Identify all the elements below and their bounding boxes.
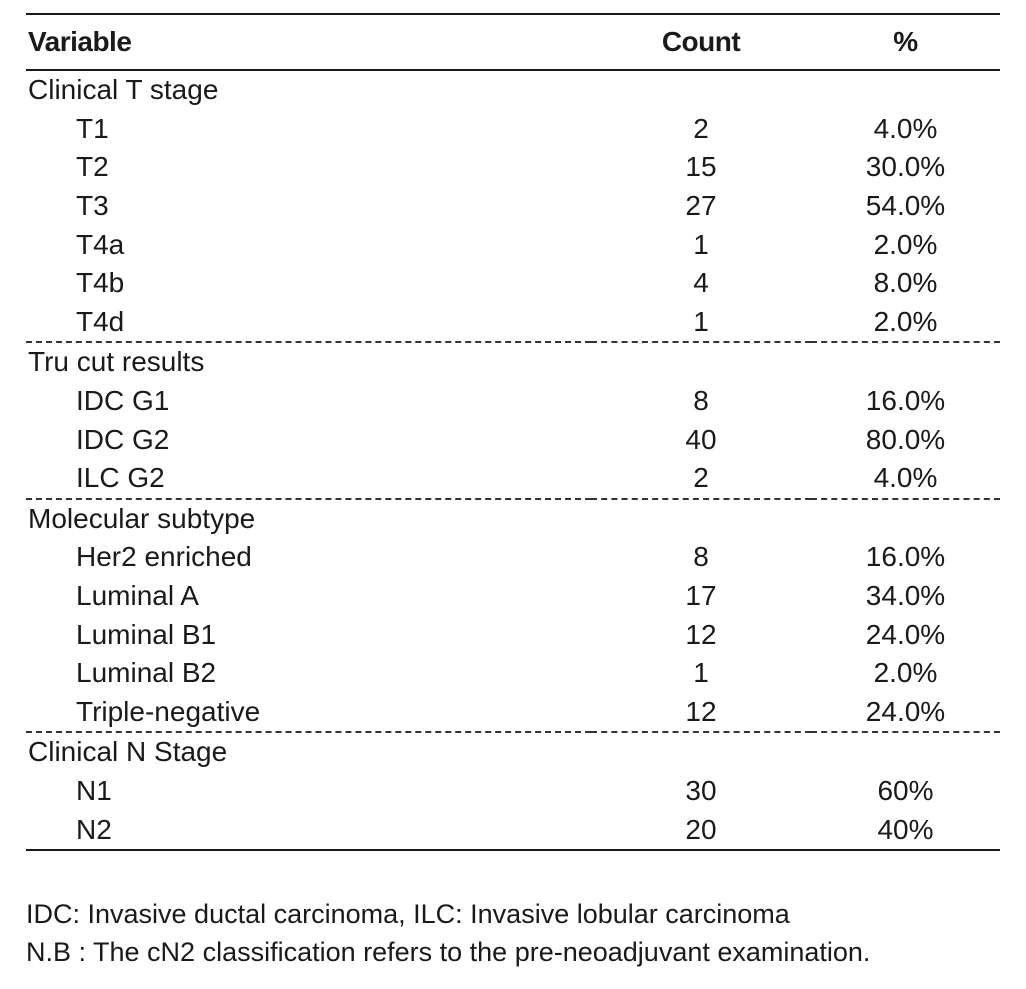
table-row: T2 15 30.0% [26,148,1000,187]
table-row: T4d 1 2.0% [26,302,1000,344]
row-percent: 4.0% [811,458,1000,500]
row-count: 1 [693,228,709,260]
header-percent: % [811,13,1000,71]
row-count: 4 [693,267,709,299]
data-table: Variable Count % Clinical T stage T1 2 4… [26,13,1000,851]
row-count: 1 [591,302,811,344]
table-row: T4b 4 8.0% [26,264,1000,303]
group-header-row: Tru cut results [26,342,1000,382]
table-row: N2 20 40% [26,810,1000,851]
table-row: T1 2 4.0% [26,110,1000,149]
group-title: Molecular subtype [28,502,256,534]
table-row: Her2 enriched 8 16.0% [26,538,1000,577]
row-count: 2 [591,458,811,500]
row-label: N2 [26,810,591,851]
table-row: Luminal B2 1 2.0% [26,654,1000,693]
row-percent: 24.0% [811,692,1000,734]
row-percent: 40% [811,810,1000,851]
row-percent: 8.0% [873,267,938,299]
row-label: Luminal B2 [76,657,217,689]
row-count: 15 [685,151,717,183]
row-count: 12 [685,618,717,650]
table-row: IDC G1 8 16.0% [26,382,1000,421]
data-table-container: Variable Count % Clinical T stage T1 2 4… [26,13,1000,851]
group-header-row: Clinical T stage [26,70,1000,110]
row-percent: 54.0% [865,190,946,222]
table-row: Luminal A 17 34.0% [26,577,1000,616]
row-count: 8 [693,541,709,573]
group-title: Tru cut results [28,346,205,378]
group-header-row: Molecular subtype [26,499,1000,539]
row-count: 27 [685,190,717,222]
row-count: 1 [693,657,709,689]
row-label: ILC G2 [26,458,591,500]
table-row: N1 30 60% [26,772,1000,811]
row-count: 8 [693,385,709,417]
table-footnotes: IDC: Invasive ductal carcinoma, ILC: Inv… [26,895,870,971]
row-label: IDC G1 [76,385,170,417]
row-percent: 16.0% [865,385,946,417]
row-label: IDC G2 [76,423,170,455]
row-percent: 34.0% [865,580,946,612]
row-percent: 2.0% [873,228,938,260]
row-percent: 60% [877,774,934,806]
row-label: T4a [76,228,125,260]
row-label: T4b [76,267,125,299]
row-percent: 80.0% [865,423,946,455]
footnote-nb: N.B : The cN2 classification refers to t… [26,937,871,967]
row-count: 30 [685,774,717,806]
group-header-row: Clinical N Stage [26,732,1000,772]
row-count: 2 [693,112,709,144]
table-row: ILC G2 2 4.0% [26,458,1000,500]
row-label: Luminal A [76,580,199,612]
row-label: Triple-negative [26,692,591,734]
row-count: 20 [591,810,811,851]
row-percent: 2.0% [811,302,1000,344]
table-row: Triple-negative 12 24.0% [26,692,1000,734]
row-label: Her2 enriched [76,541,252,573]
row-percent: 4.0% [873,112,938,144]
row-label: T4d [26,302,591,344]
row-label: N1 [76,774,112,806]
row-percent: 2.0% [873,657,938,689]
row-percent: 16.0% [865,541,946,573]
table-row: T3 27 54.0% [26,187,1000,226]
header-count: Count [591,13,811,71]
row-count: 12 [591,692,811,734]
table-row: IDC G2 40 80.0% [26,420,1000,459]
row-count: 40 [685,423,717,455]
row-count: 17 [685,580,717,612]
table-row: Luminal B1 12 24.0% [26,615,1000,654]
header-variable: Variable [26,13,591,71]
row-label: T3 [76,190,109,222]
row-percent: 24.0% [865,618,946,650]
group-title: Clinical T stage [28,74,219,106]
table-row: T4a 1 2.0% [26,225,1000,264]
row-label: T2 [76,151,109,183]
row-label: Luminal B1 [76,618,217,650]
row-label: T1 [76,112,109,144]
footnote-abbreviations: IDC: Invasive ductal carcinoma, ILC: Inv… [26,899,790,929]
header-row: Variable Count % [26,13,1000,71]
row-percent: 30.0% [865,151,946,183]
group-title: Clinical N Stage [28,736,228,768]
